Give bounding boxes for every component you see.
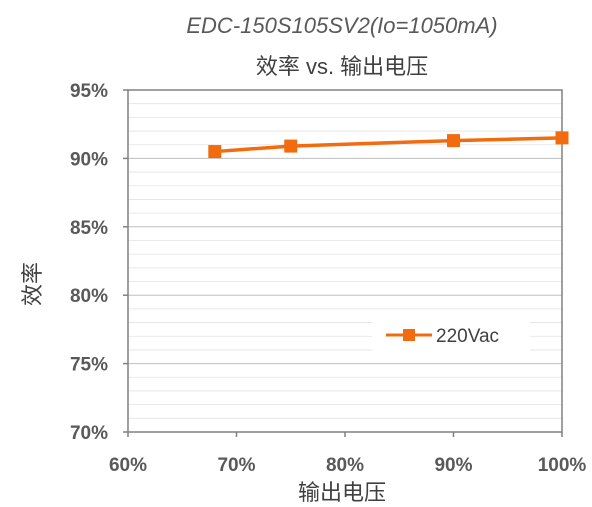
series-line: [214, 136, 563, 154]
plot-frame: [127, 89, 563, 433]
chart-title: EDC-150S105SV2(Io=1050mA): [186, 13, 497, 38]
data-point-marker: [208, 145, 222, 159]
data-point-marker: [555, 131, 569, 145]
y-tick-label: 70%: [70, 423, 108, 444]
chart-subtitle: 效率 vs. 输出电压: [256, 54, 428, 79]
y-tick-label: 95%: [70, 81, 108, 102]
data-point-marker: [447, 134, 460, 148]
gridlines: [128, 103, 562, 419]
y-axis-ticks: 70% 75% 80% 85% 90% 95%: [70, 81, 128, 444]
legend: 220Vac: [372, 318, 530, 356]
y-tick-label: 85%: [70, 218, 108, 239]
y-tick-label: 80%: [70, 286, 108, 307]
y-tick-label: 75%: [70, 355, 108, 376]
series-layer: [208, 131, 569, 159]
x-tick-label: 60%: [109, 455, 147, 476]
x-tick-label: 70%: [217, 455, 255, 476]
legend-box: [372, 318, 530, 356]
x-tick-label: 100%: [538, 455, 587, 476]
x-axis-ticks: 60% 70% 80% 90% 100%: [109, 432, 586, 476]
x-tick-label: 90%: [434, 455, 472, 476]
legend-marker: [403, 329, 415, 341]
x-tick-label: 80%: [326, 455, 364, 476]
legend-label: 220Vac: [436, 326, 499, 347]
y-axis-label: 效率: [20, 262, 45, 306]
y-tick-label: 90%: [70, 149, 108, 170]
data-point-marker: [284, 139, 298, 153]
x-axis-label: 输出电压: [298, 480, 386, 505]
